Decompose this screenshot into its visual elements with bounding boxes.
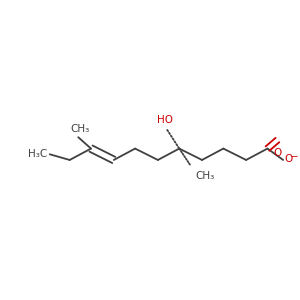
Text: CH₃: CH₃ bbox=[70, 124, 89, 134]
Text: CH₃: CH₃ bbox=[195, 171, 214, 181]
Text: H₃C: H₃C bbox=[28, 149, 47, 159]
Text: HO: HO bbox=[157, 115, 173, 125]
Text: −: − bbox=[290, 151, 298, 160]
Text: O: O bbox=[273, 148, 282, 158]
Text: O: O bbox=[285, 154, 293, 164]
